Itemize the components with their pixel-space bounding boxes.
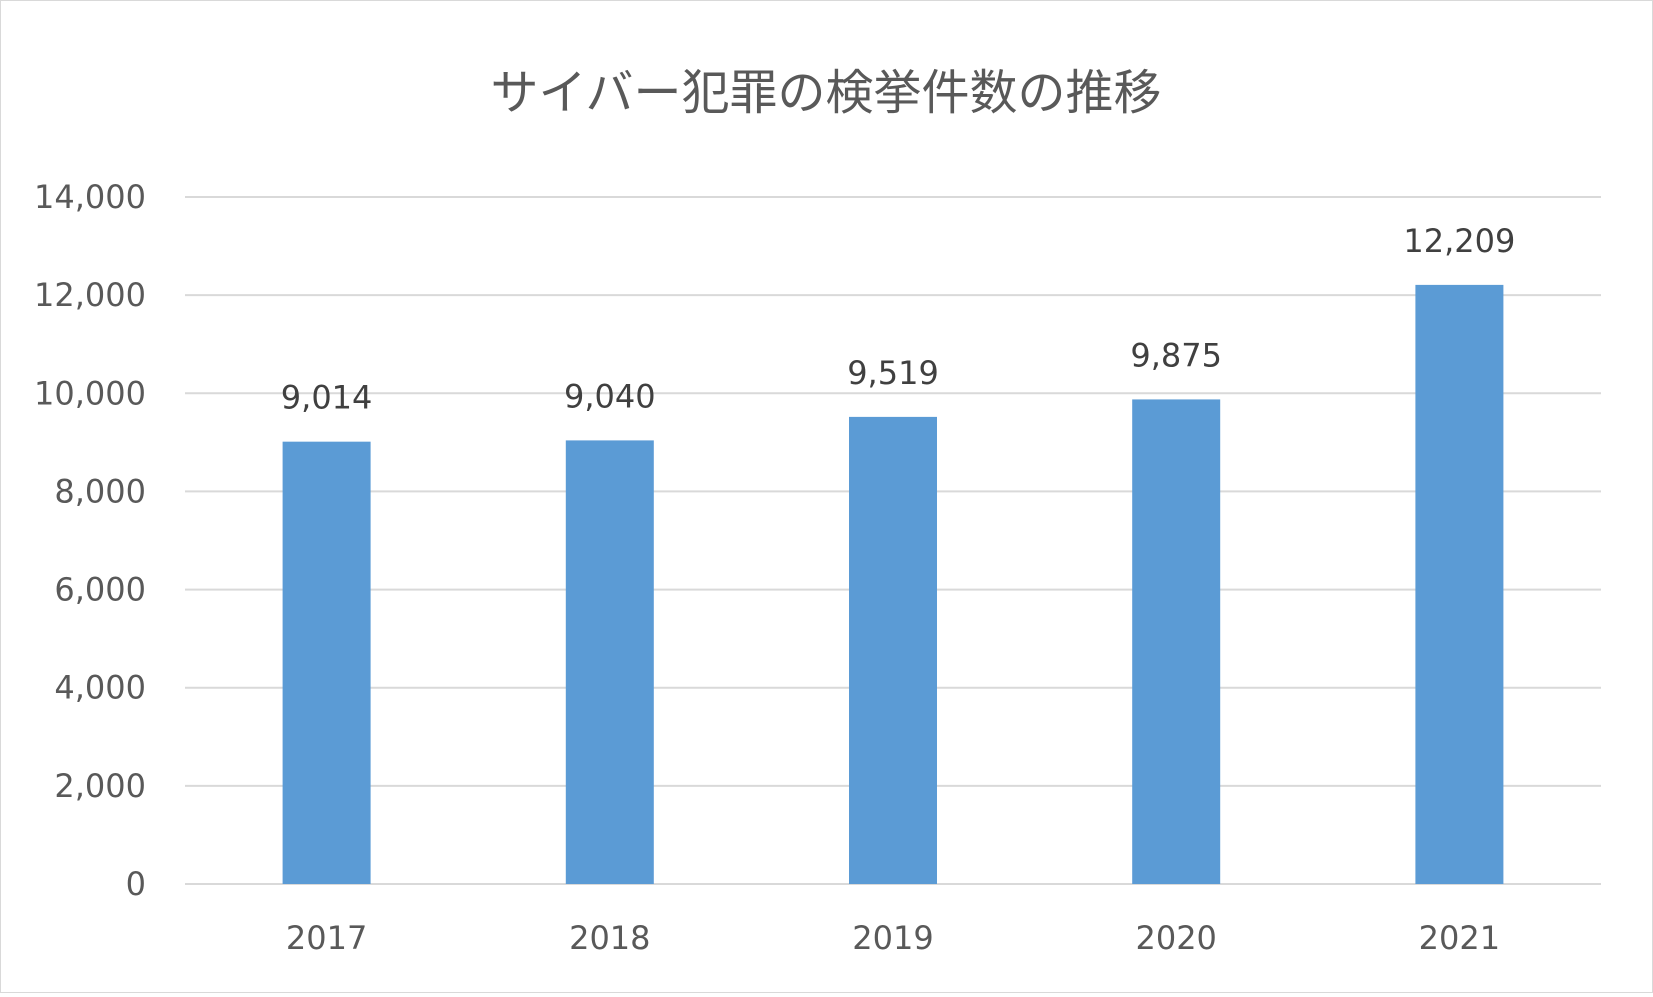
bar-2017 — [282, 441, 371, 884]
bar-2019 — [849, 416, 937, 884]
data-label-2019: 9,519 — [847, 354, 939, 392]
x-tick-label-2020: 2020 — [1135, 919, 1216, 957]
x-tick-label-2017: 2017 — [286, 919, 367, 957]
y-tick-label: 0 — [126, 865, 146, 903]
data-label-2017: 9,014 — [281, 379, 373, 417]
data-label-2018: 9,040 — [564, 377, 656, 415]
bar-2020 — [1132, 399, 1221, 884]
y-axis-ticks: 0 2,000 4,000 6,000 8,000 10,000 12,000 14,000 — [34, 178, 146, 903]
y-tick-label: 6,000 — [54, 571, 146, 609]
bar-2021 — [1415, 284, 1504, 884]
chart-title: サイバー犯罪の検挙件数の推移 — [490, 65, 1161, 121]
bars — [282, 284, 1504, 884]
x-axis-ticks: 2017 2018 2019 2020 2021 — [286, 919, 1500, 957]
x-tick-label-2018: 2018 — [569, 919, 650, 957]
x-tick-label-2021: 2021 — [1419, 919, 1500, 957]
x-tick-label-2019: 2019 — [852, 919, 933, 957]
y-tick-label: 14,000 — [34, 178, 146, 216]
data-label-2020: 9,875 — [1130, 336, 1222, 374]
y-tick-label: 4,000 — [54, 669, 146, 707]
data-label-2021: 12,209 — [1403, 222, 1515, 260]
bar-2018 — [565, 440, 654, 884]
y-tick-label: 8,000 — [54, 472, 146, 510]
y-tick-label: 10,000 — [34, 374, 146, 412]
y-tick-label: 2,000 — [54, 767, 146, 805]
y-tick-label: 12,000 — [34, 276, 146, 314]
data-labels: 9,014 9,040 9,519 9,875 12,209 — [281, 222, 1516, 417]
